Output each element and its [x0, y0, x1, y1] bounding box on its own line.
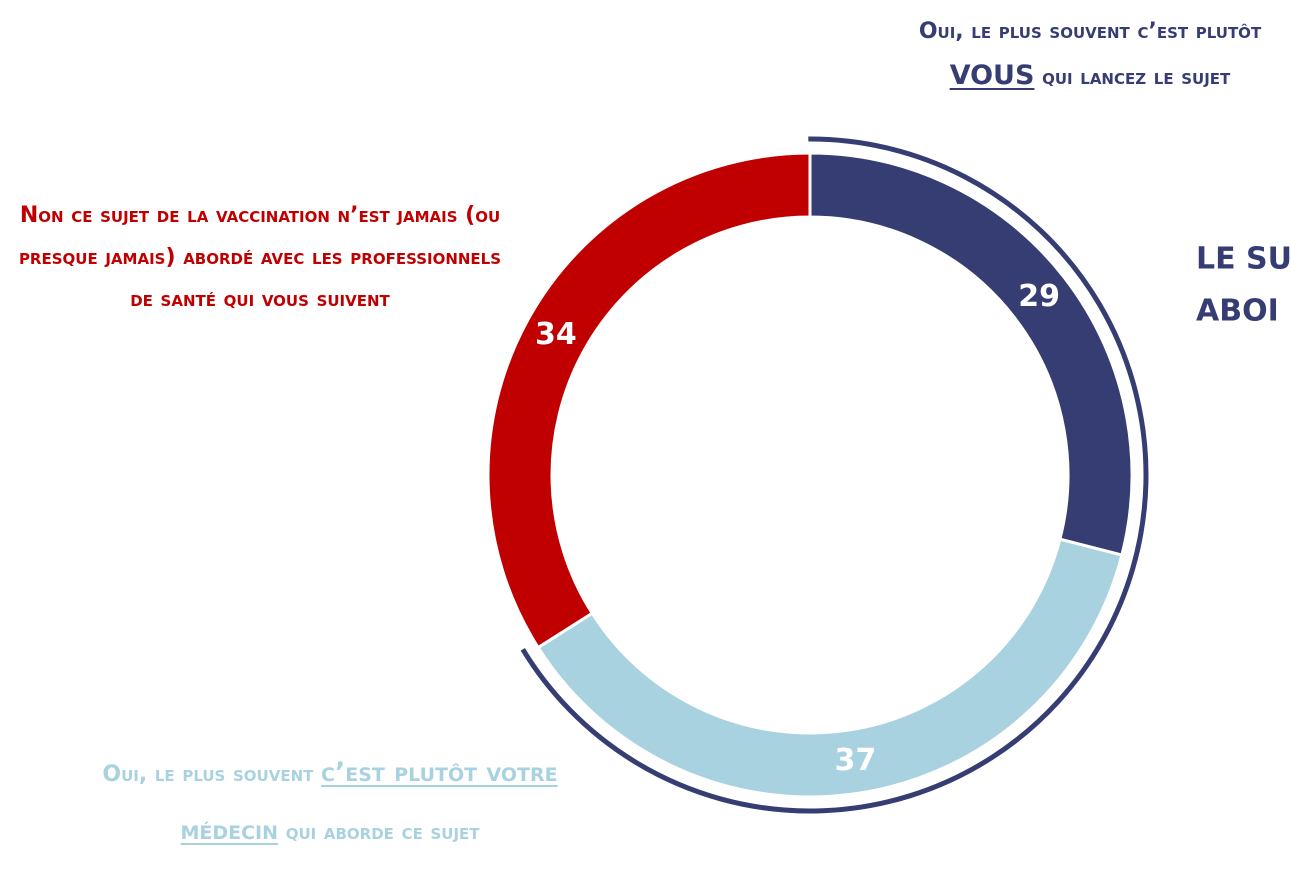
legend-label: Oui, le plus souvent c’est plutôt votre … [60, 745, 600, 861]
label-part: qui aborde ce sujet [278, 820, 480, 845]
data-label: 29 [1018, 279, 1060, 314]
label-part: Oui, le plus souvent [102, 762, 322, 787]
annotation: ABOI [1196, 294, 1279, 329]
donut-segment [536, 537, 1124, 799]
donut-segment [486, 151, 812, 650]
legend-label: Non ce sujet de la vaccination n’est jam… [10, 195, 510, 321]
annotation: LE SU [1196, 242, 1291, 277]
data-label: 37 [834, 743, 876, 778]
label-part: c’est plutôt votre médecin [180, 757, 558, 846]
bracket-arc [520, 136, 1149, 814]
label-part: Non ce sujet de la vaccination n’est jam… [18, 203, 502, 312]
label-part: VOUS [949, 60, 1035, 91]
data-label: 34 [535, 317, 577, 352]
legend-label: Oui, le plus souvent c’est plutôt VOUS q… [900, 10, 1280, 100]
label-part: Oui, le plus souvent c’est plutôt [918, 19, 1262, 44]
donut-segment [808, 151, 1134, 557]
label-part: qui lancez le sujet [1034, 65, 1231, 90]
